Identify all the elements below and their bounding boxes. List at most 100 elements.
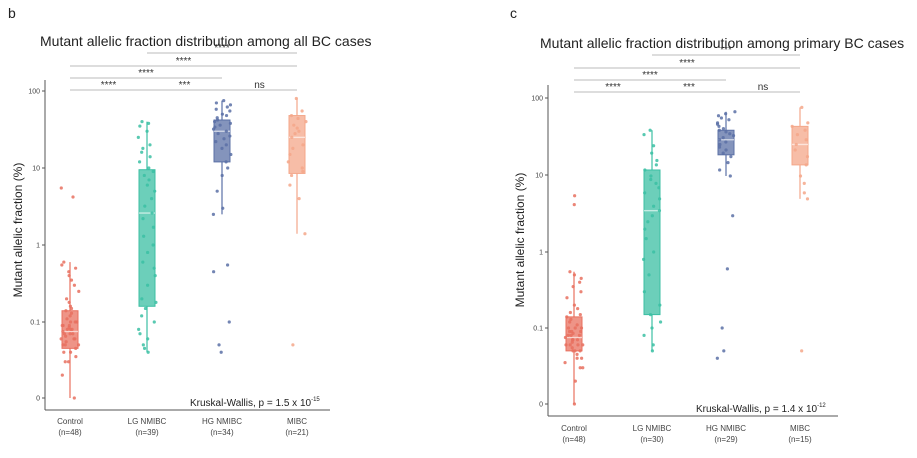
panel-b-point-0-38 [68, 350, 73, 354]
panel-c-point-2-25 [719, 116, 724, 120]
panel-b-point-0-39 [72, 337, 76, 341]
panel-b-point-0-13 [68, 332, 72, 336]
panel-b-point-0-14 [61, 329, 65, 334]
panel-b-point-1-25 [147, 178, 151, 182]
panel-b-point-1-28 [147, 166, 151, 170]
panel-b-point-0-47 [63, 360, 67, 364]
panel-b-point-2-13 [224, 143, 228, 147]
panel-c-point-0-24 [569, 317, 573, 321]
panel-c-point-0-40 [577, 333, 582, 337]
panel-b-point-1-13 [152, 266, 156, 270]
panel-b-point-3-1 [303, 232, 307, 236]
panel-b-point-1-27 [151, 169, 155, 174]
panel-b-sig-label-1: *** [179, 80, 191, 91]
panel-b-point-0-3 [74, 355, 78, 359]
panel-c-point-1-25 [655, 158, 659, 163]
panel-c-point-1-20 [654, 181, 658, 185]
panel-b-point-0-24 [69, 311, 74, 315]
panel-b-point-1-11 [145, 283, 150, 287]
panel-c-point-0-10 [581, 343, 585, 347]
panel-c-point-1-28 [642, 133, 646, 137]
panel-b-point-0-27 [68, 304, 73, 308]
panel-c-point-2-20 [721, 127, 726, 131]
panel-c-point-0-26 [578, 313, 582, 317]
panel-c-point-2-18 [724, 130, 728, 134]
panel-c-point-3-13 [806, 121, 810, 125]
panel-c-point-0-38 [564, 343, 568, 347]
panel-c-point-1-17 [657, 197, 662, 201]
panel-b-point-0-36 [60, 263, 64, 267]
panel-c-point-2-7 [726, 161, 730, 165]
panel-c-point-0-37 [580, 356, 584, 360]
panel-c-point-2-6 [718, 168, 722, 172]
panel-b-significance: **** *** ns************ [70, 43, 297, 91]
panel-b-point-0-6 [61, 343, 65, 347]
panel-b-title: Mutant allelic fraction distribution amo… [40, 33, 372, 49]
panel-c-point-3-2 [802, 191, 806, 195]
panel-c-ytick-label-4: 100 [531, 96, 543, 103]
panel-b-point-1-14 [141, 260, 145, 264]
panel-b-point-0-37 [62, 260, 66, 264]
panel-c-point-0-13 [570, 338, 575, 342]
panel-b-point-2-16 [228, 134, 232, 138]
panel-c-point-0-33 [578, 280, 582, 284]
panel-c-point-3-5 [804, 163, 808, 167]
panel-c-ytick-label-0: 0 [539, 402, 543, 409]
panel-b-point-0-18 [67, 323, 71, 328]
panel-b-y-ticks: 0 0.1 1 10 100 [28, 89, 45, 403]
panel-c-point-0-31 [579, 290, 583, 294]
panel-b-point-1-7 [140, 314, 144, 318]
panel-b-category-2: HG NMIBC [202, 417, 242, 426]
panel-b-point-0-33 [67, 274, 71, 278]
panel-b-point-1-5 [137, 327, 141, 331]
panel-c-points [563, 105, 810, 406]
panel-c-point-0-23 [568, 320, 572, 324]
panel-b-point-1-33 [148, 143, 152, 147]
panel-b-point-1-0 [146, 350, 150, 354]
panel-c-sig-label-3: **** [642, 70, 658, 81]
panel-c-category-n-3: (n=15) [788, 435, 812, 444]
panel-c-point-1-29 [648, 128, 652, 132]
panel-b-point-3-5 [301, 169, 305, 174]
panel-b-point-1-36 [138, 124, 142, 128]
panel-b-point-1-35 [145, 129, 149, 133]
panel-c-point-1-22 [649, 174, 653, 178]
panel-c-point-2-5 [728, 174, 732, 178]
panel-b-point-1-29 [137, 160, 142, 164]
panel-c-point-2-27 [724, 112, 728, 116]
panel-c-point-0-22 [575, 323, 579, 327]
panel-c-point-2-3 [725, 267, 729, 271]
panel-c-point-0-2 [578, 366, 582, 370]
panel-b-point-0-40 [62, 332, 67, 336]
panel-c-point-0-32 [571, 285, 575, 289]
panel-b-point-1-15 [146, 250, 150, 255]
panel-c-point-1-3 [650, 326, 654, 330]
panel-b-point-0-0 [72, 396, 76, 400]
panel-b-point-1-19 [141, 217, 145, 221]
panel-b-point-0-35 [74, 266, 78, 270]
panel-b-point-1-12 [153, 274, 157, 278]
panel-b-point-0-22 [65, 317, 69, 321]
panel-b-point-3-13 [297, 129, 301, 133]
panel-b-point-1-3 [146, 337, 150, 341]
panel-c-point-0-44 [572, 203, 576, 207]
panel-b-point-0-11 [64, 334, 68, 338]
panel-c-point-3-10 [795, 133, 800, 137]
panel-c-point-0-11 [570, 340, 574, 344]
panel-c-point-1-18 [643, 191, 647, 195]
panel-b-point-0-45 [71, 195, 75, 199]
panel-b-category-n-2: (n=34) [210, 428, 234, 437]
panel-b-point-1-6 [152, 320, 156, 324]
panel-b-point-0-31 [72, 283, 77, 287]
panel-b-point-1-18 [151, 225, 155, 229]
panel-b-point-1-31 [140, 150, 144, 154]
panel-b-point-3-0 [291, 343, 295, 347]
panel-b-point-2-21 [218, 123, 222, 127]
panel-b-point-0-25 [64, 309, 68, 313]
panel-c-point-2-9 [721, 151, 725, 155]
panel-b-point-0-2 [66, 360, 71, 364]
panel-c-boxes [565, 107, 809, 404]
panel-b-point-3-9 [291, 146, 295, 150]
panel-b-point-2-29 [214, 107, 218, 111]
